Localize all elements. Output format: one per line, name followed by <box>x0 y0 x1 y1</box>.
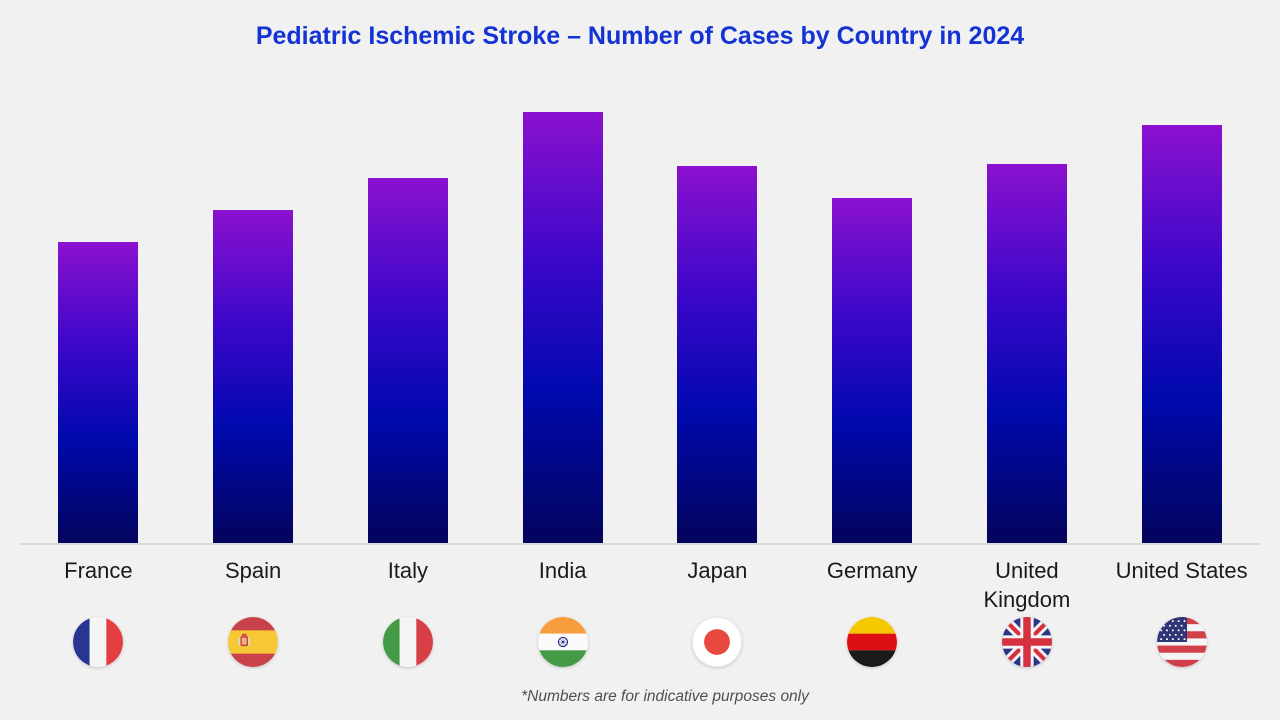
label-france: France <box>64 558 133 583</box>
labels-row: France Spain Italy India Japan Germany U… <box>21 556 1259 614</box>
page-title: Pediatric Ischemic Stroke – Number of Ca… <box>255 22 1025 50</box>
label-india: India <box>538 558 587 583</box>
bar-united-states <box>1141 125 1222 543</box>
column-germany <box>795 198 950 543</box>
column-japan <box>640 166 795 543</box>
column-united-kingdom <box>950 164 1105 543</box>
column-france <box>21 242 176 543</box>
bar-spain <box>213 210 294 543</box>
spain-flag-icon <box>228 617 279 667</box>
bar-india <box>522 112 603 543</box>
column-spain <box>176 210 331 543</box>
bar-japan <box>677 166 758 543</box>
column-united-states <box>1104 125 1259 543</box>
label-italy: Italy <box>387 558 429 583</box>
x-axis-baseline <box>20 543 1260 545</box>
column-india <box>485 112 640 543</box>
bars-row <box>21 0 1259 543</box>
column-italy <box>331 178 486 543</box>
label-united-kingdom: United Kingdom <box>983 558 1071 612</box>
label-germany: Germany <box>826 558 918 583</box>
france-flag-icon <box>73 617 124 667</box>
bar-france <box>58 242 139 543</box>
germany-flag-icon <box>847 617 898 667</box>
label-spain: Spain <box>224 558 282 583</box>
label-japan: Japan <box>687 558 748 583</box>
footnote: *Numbers are for indicative purposes onl… <box>0 688 1280 706</box>
footnote-text: *Numbers are for indicative purposes onl… <box>521 688 809 705</box>
label-united-states: United States <box>1115 558 1248 583</box>
italy-flag-icon <box>382 617 433 667</box>
bar-germany <box>832 198 913 543</box>
japan-flag-icon <box>692 617 743 667</box>
bar-italy <box>367 178 448 543</box>
us-flag-icon <box>1156 617 1207 667</box>
bar-united-kingdom <box>986 164 1067 543</box>
flags-row <box>21 617 1259 667</box>
uk-flag-icon <box>1001 617 1052 667</box>
india-flag-icon <box>537 617 588 667</box>
